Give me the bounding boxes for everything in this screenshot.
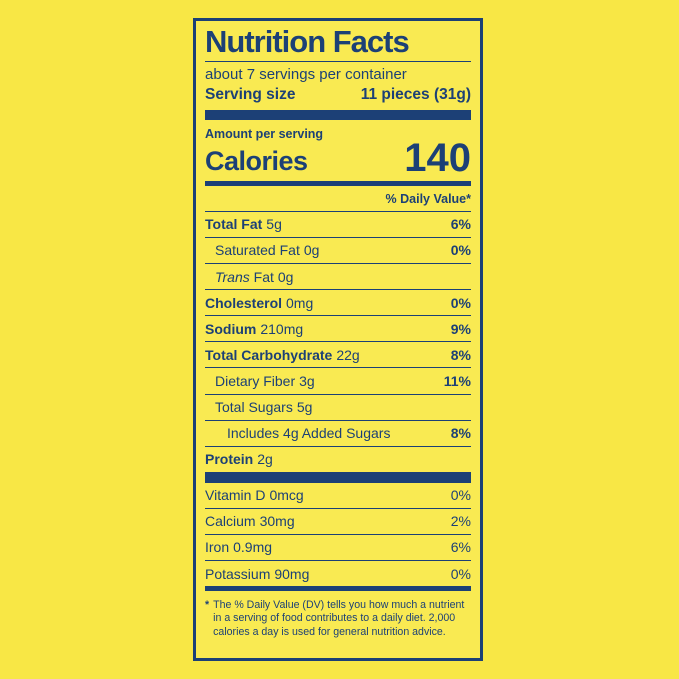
micronutrient-row-vitamin-d: Vitamin D 0mcg 0% bbox=[205, 481, 471, 508]
nutrition-facts-title: Nutrition Facts bbox=[205, 24, 410, 59]
nutrient-name-amount: Includes 4g Added Sugars bbox=[227, 425, 391, 442]
nutrient-name-amount: Trans Fat 0g bbox=[215, 268, 294, 285]
nutrient-row-trans-fat: Trans Fat 0g bbox=[205, 263, 471, 289]
serving-size-value: 11 pieces (31g) bbox=[360, 86, 471, 104]
nutrient-dv: 0% bbox=[450, 487, 471, 504]
daily-value-header: % Daily Value* bbox=[385, 191, 471, 206]
nutrient-name-amount: Dietary Fiber 3g bbox=[215, 372, 315, 389]
nutrient-row-added-sugars: Includes 4g Added Sugars 8% bbox=[205, 419, 471, 446]
nutrient-row-cholesterol: Cholesterol 0mg 0% bbox=[205, 289, 471, 315]
calories-row: Calories 140 bbox=[205, 136, 471, 181]
nutrient-name-amount: Sodium 210mg bbox=[205, 320, 304, 337]
separator-bar-thick bbox=[205, 110, 471, 121]
nutrient-name-amount: Saturated Fat 0g bbox=[215, 242, 320, 259]
nutrient-name-amount: Cholesterol 0mg bbox=[205, 294, 314, 311]
nutrient-name-amount: Calcium 30mg bbox=[205, 513, 295, 530]
nutrition-facts-panel: Nutrition Facts about 7 servings per con… bbox=[193, 18, 483, 661]
nutrient-name-amount: Total Carbohydrate 22g bbox=[205, 346, 360, 363]
serving-size-row: Serving size 11 pieces (31g) bbox=[205, 86, 471, 104]
nutrient-name-amount: Potassium 90mg bbox=[205, 565, 310, 582]
nutrient-dv: 9% bbox=[450, 320, 471, 337]
amount-per-serving-label: Amount per serving bbox=[205, 127, 324, 142]
nutrient-row-saturated-fat: Saturated Fat 0g 0% bbox=[205, 236, 471, 263]
nutrient-dv: 8% bbox=[450, 425, 471, 442]
nutrient-name-amount: Iron 0.9mg bbox=[205, 539, 273, 556]
divider-thin bbox=[205, 60, 471, 62]
nutrient-dv: 6% bbox=[450, 539, 471, 556]
nutrient-dv: 6% bbox=[450, 216, 471, 233]
nutrient-dv: 0% bbox=[450, 242, 471, 259]
separator-bar-medium bbox=[205, 180, 471, 186]
nutrient-row-total-fat: Total Fat 5g 6% bbox=[205, 210, 471, 237]
nutrient-row-dietary-fiber: Dietary Fiber 3g 11% bbox=[205, 367, 471, 393]
calories-label: Calories bbox=[205, 145, 308, 176]
nutrient-dv: 0% bbox=[450, 565, 471, 582]
micronutrient-row-calcium: Calcium 30mg 2% bbox=[205, 507, 471, 534]
footnote-text: The % Daily Value (DV) tells you how muc… bbox=[213, 599, 465, 638]
separator-bar-thick bbox=[205, 471, 471, 482]
nutrient-name-amount: Protein 2g bbox=[205, 451, 273, 468]
calories-value: 140 bbox=[404, 136, 471, 181]
footnote-asterisk: * bbox=[205, 599, 210, 612]
nutrient-dv: 8% bbox=[450, 346, 471, 363]
footnote: * The % Daily Value (DV) tells you how m… bbox=[205, 595, 471, 639]
servings-per-container: about 7 servings per container bbox=[205, 65, 407, 83]
nutrient-row-sodium: Sodium 210mg 9% bbox=[205, 315, 471, 341]
nutrient-row-total-sugars: Total Sugars 5g bbox=[205, 393, 471, 420]
nutrient-dv: 2% bbox=[450, 513, 471, 530]
nutrient-dv: 0% bbox=[450, 294, 471, 311]
nutrient-name-amount: Total Fat 5g bbox=[205, 216, 282, 233]
nutrient-name-amount: Vitamin D 0mcg bbox=[205, 487, 304, 504]
nutrient-row-total-carbohydrate: Total Carbohydrate 22g 8% bbox=[205, 341, 471, 367]
serving-size-label: Serving size bbox=[205, 86, 296, 104]
nutrient-dv: 11% bbox=[443, 372, 471, 389]
nutrient-name-amount: Total Sugars 5g bbox=[215, 399, 313, 415]
micronutrient-row-iron: Iron 0.9mg 6% bbox=[205, 533, 471, 560]
micronutrient-row-potassium: Potassium 90mg 0% bbox=[205, 560, 471, 586]
nutrient-row-protein: Protein 2g bbox=[205, 445, 471, 472]
separator-bar-medium bbox=[205, 586, 471, 592]
